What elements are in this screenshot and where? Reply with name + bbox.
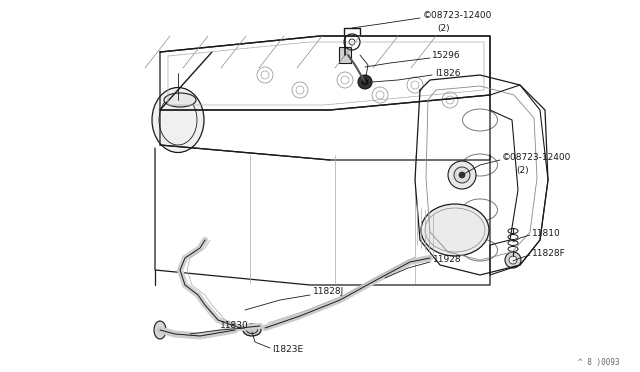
Circle shape	[509, 256, 517, 264]
Ellipse shape	[421, 204, 489, 256]
Text: 11828J: 11828J	[313, 288, 344, 296]
Text: l1823E: l1823E	[272, 346, 303, 355]
Ellipse shape	[152, 87, 204, 153]
Circle shape	[454, 167, 470, 183]
Text: 15296: 15296	[432, 51, 461, 60]
Text: 11830: 11830	[220, 321, 249, 330]
Ellipse shape	[154, 321, 166, 339]
Text: 11928: 11928	[433, 256, 461, 264]
Ellipse shape	[243, 324, 261, 336]
Text: ©08723-12400: ©08723-12400	[423, 10, 492, 19]
Ellipse shape	[164, 93, 196, 107]
Text: (2): (2)	[437, 23, 450, 32]
Text: 11828F: 11828F	[532, 250, 566, 259]
Circle shape	[362, 79, 368, 85]
Text: ^ 8 )0093: ^ 8 )0093	[579, 357, 620, 366]
Circle shape	[505, 252, 521, 268]
Circle shape	[358, 75, 372, 89]
Circle shape	[459, 172, 465, 178]
Bar	[339, 47, 351, 63]
Circle shape	[448, 161, 476, 189]
Text: l1826: l1826	[435, 68, 461, 77]
Text: (2): (2)	[516, 166, 529, 174]
Text: 11810: 11810	[532, 228, 561, 237]
Text: ©08723-12400: ©08723-12400	[502, 153, 572, 161]
